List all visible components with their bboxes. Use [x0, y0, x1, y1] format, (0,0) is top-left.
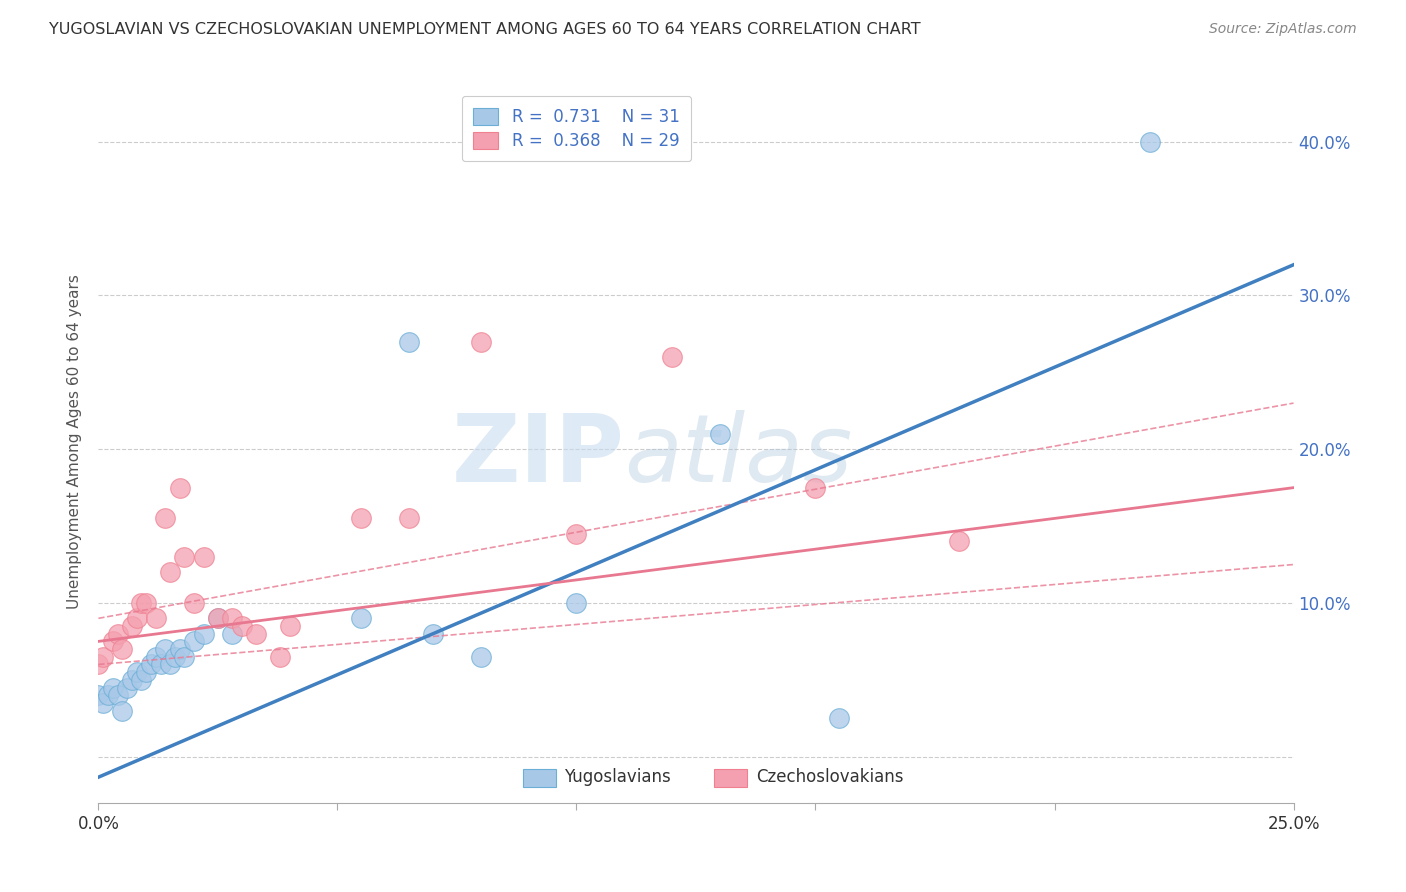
Text: YUGOSLAVIAN VS CZECHOSLOVAKIAN UNEMPLOYMENT AMONG AGES 60 TO 64 YEARS CORRELATIO: YUGOSLAVIAN VS CZECHOSLOVAKIAN UNEMPLOYM…: [49, 22, 921, 37]
Point: [207, 611, 229, 625]
Point: [101, 681, 124, 695]
Point: [135, 596, 157, 610]
Point: [183, 634, 205, 648]
Point: [565, 526, 588, 541]
Point: [398, 511, 420, 525]
Point: [207, 611, 229, 625]
Point: [350, 511, 373, 525]
Point: [1139, 135, 1161, 149]
Point: [398, 334, 420, 349]
Point: [173, 549, 195, 564]
Point: [145, 611, 167, 625]
Point: [193, 549, 215, 564]
Point: [145, 649, 167, 664]
Point: [804, 481, 827, 495]
FancyBboxPatch shape: [523, 769, 557, 787]
Point: [91, 649, 114, 664]
Text: Czechoslovakians: Czechoslovakians: [756, 768, 903, 786]
Legend: R =  0.731    N = 31, R =  0.368    N = 29: R = 0.731 N = 31, R = 0.368 N = 29: [461, 95, 692, 161]
Text: Source: ZipAtlas.com: Source: ZipAtlas.com: [1209, 22, 1357, 37]
Point: [163, 649, 186, 664]
Point: [111, 642, 134, 657]
Point: [101, 634, 124, 648]
Point: [107, 688, 129, 702]
Point: [278, 619, 301, 633]
Point: [91, 696, 114, 710]
Point: [565, 596, 588, 610]
Point: [221, 626, 243, 640]
Point: [155, 511, 177, 525]
Point: [470, 649, 492, 664]
Point: [111, 704, 134, 718]
Point: [183, 596, 205, 610]
Point: [269, 649, 291, 664]
Point: [709, 426, 731, 441]
Point: [350, 611, 373, 625]
Point: [121, 673, 143, 687]
Point: [159, 657, 181, 672]
Point: [97, 688, 120, 702]
Y-axis label: Unemployment Among Ages 60 to 64 years: Unemployment Among Ages 60 to 64 years: [67, 274, 83, 609]
Point: [159, 565, 181, 579]
Text: Yugoslavians: Yugoslavians: [565, 768, 671, 786]
Point: [87, 657, 110, 672]
Point: [125, 665, 148, 680]
Point: [87, 688, 110, 702]
Point: [173, 649, 195, 664]
Point: [131, 596, 153, 610]
Text: ZIP: ZIP: [451, 410, 624, 502]
Point: [125, 611, 148, 625]
FancyBboxPatch shape: [714, 769, 748, 787]
Point: [149, 657, 172, 672]
Point: [661, 350, 683, 364]
Point: [139, 657, 162, 672]
Point: [828, 711, 851, 725]
Point: [948, 534, 970, 549]
Point: [107, 626, 129, 640]
Point: [155, 642, 177, 657]
Point: [169, 642, 191, 657]
Point: [221, 611, 243, 625]
Point: [121, 619, 143, 633]
Point: [231, 619, 253, 633]
Point: [245, 626, 267, 640]
Point: [422, 626, 444, 640]
Text: atlas: atlas: [624, 410, 852, 501]
Point: [470, 334, 492, 349]
Point: [131, 673, 153, 687]
Point: [135, 665, 157, 680]
Point: [169, 481, 191, 495]
Point: [115, 681, 138, 695]
Point: [193, 626, 215, 640]
